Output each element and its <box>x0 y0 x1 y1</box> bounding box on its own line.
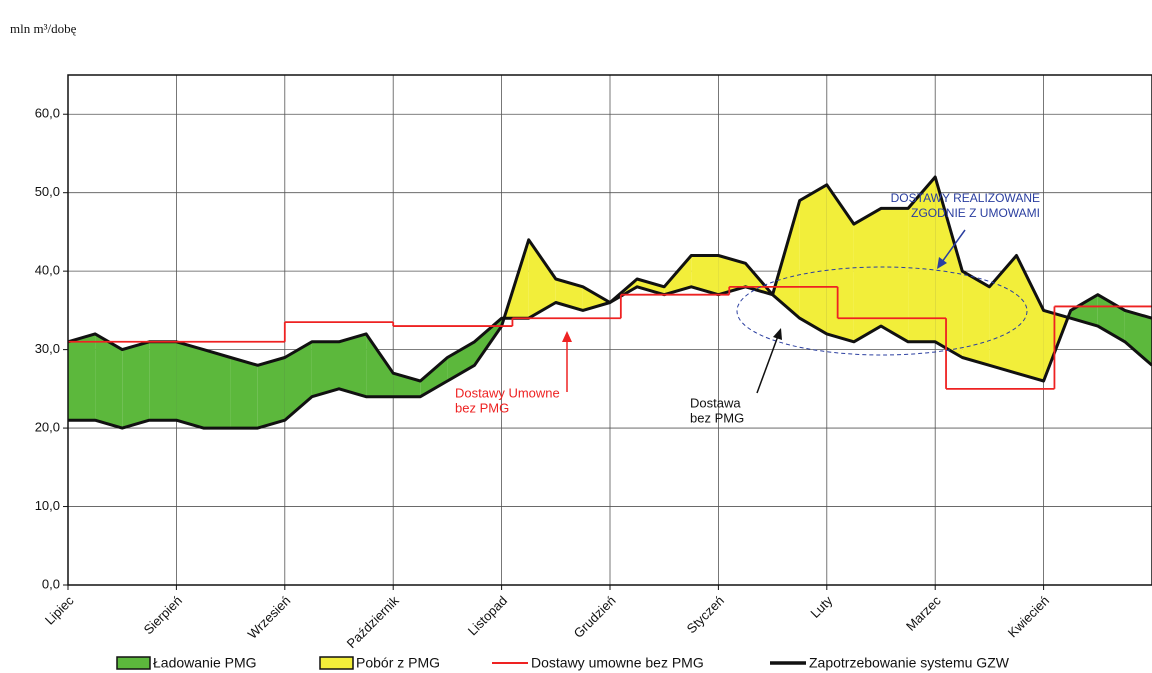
area-segment <box>908 177 936 342</box>
area-segment <box>257 357 285 429</box>
area-segment <box>149 341 177 421</box>
x-tick-label: Sierpień <box>141 593 185 637</box>
arrow-head <box>562 331 572 342</box>
area-segment <box>772 200 800 319</box>
area-segment <box>555 279 583 311</box>
area-segment <box>935 177 963 358</box>
x-tick-label: Wrzesień <box>245 593 294 642</box>
x-tick-label: Luty <box>807 593 835 621</box>
area-segment <box>1070 294 1098 327</box>
y-tick-label: 60,0 <box>35 106 60 121</box>
y-tick-label: 20,0 <box>35 420 60 435</box>
fills <box>68 177 1152 429</box>
x-tick-label: Październik <box>344 593 402 651</box>
area-segment <box>881 208 909 342</box>
annotation: Dostawy Umowne <box>455 385 560 400</box>
annotation: Dostawa <box>690 395 741 410</box>
legend-label: Pobór z PMG <box>356 655 440 671</box>
y-tick-label: 40,0 <box>35 263 60 278</box>
arrow-head <box>937 257 947 269</box>
area-segment <box>122 341 150 429</box>
area-segment <box>311 341 339 397</box>
highlight-ellipse <box>736 266 1028 356</box>
x-tick-label: Marzec <box>903 593 944 634</box>
annotation: ZGODNIE Z UMOWAMI <box>911 206 1040 220</box>
annotation: DOSTAWY REALIZOWANE <box>891 191 1040 205</box>
legend-swatch <box>116 656 151 670</box>
legend-swatch <box>319 656 354 670</box>
area-segment <box>799 184 827 334</box>
arrow-head <box>773 328 782 340</box>
area-segment <box>989 255 1017 374</box>
legend: Ładowanie PMG Pobór z PMG Dostawy umowne b… <box>116 655 1010 671</box>
area-segment <box>95 333 123 429</box>
area-segment <box>1016 255 1044 381</box>
area-segment <box>691 255 719 295</box>
legend-label: Zapotrzebowanie systemu GZW <box>809 655 1010 671</box>
legend-label: Ładowanie PMG <box>153 655 257 671</box>
x-tick-label: Kwiecień <box>1005 593 1052 640</box>
area-segment <box>528 239 556 319</box>
area-segment <box>176 341 204 429</box>
y-axis-label: mln m³/dobę <box>10 21 77 36</box>
area-segment <box>203 349 231 429</box>
area-segment <box>339 333 367 397</box>
annotation: bez PMG <box>455 400 509 415</box>
area-segment <box>230 357 258 429</box>
y-tick-label: 0,0 <box>42 576 60 591</box>
y-tick-label: 50,0 <box>35 184 60 199</box>
area-segment <box>637 279 665 295</box>
area-segment <box>853 208 881 342</box>
x-tick-label: Styczeń <box>684 593 727 636</box>
area-segment <box>68 333 96 421</box>
area-segment <box>582 286 610 311</box>
area-segment <box>447 341 475 381</box>
area-segment <box>366 333 394 397</box>
annotation: bez PMG <box>690 410 744 425</box>
area-segment <box>420 357 448 397</box>
x-tick-label: Grudzień <box>571 593 619 641</box>
legend-label: Dostawy umowne bez PMG <box>531 655 704 671</box>
arrow <box>756 335 779 394</box>
area-segment <box>962 271 990 366</box>
area-segment <box>826 184 854 342</box>
x-tick-label: Listopad <box>465 593 510 638</box>
x-tick-label: Lipiec <box>42 593 77 628</box>
area-segment <box>1124 310 1152 366</box>
area-segment <box>718 255 746 295</box>
arrow <box>941 229 966 263</box>
y-tick-label: 10,0 <box>35 498 60 513</box>
plot-frame <box>67 74 1152 586</box>
y-tick-label: 30,0 <box>35 341 60 356</box>
